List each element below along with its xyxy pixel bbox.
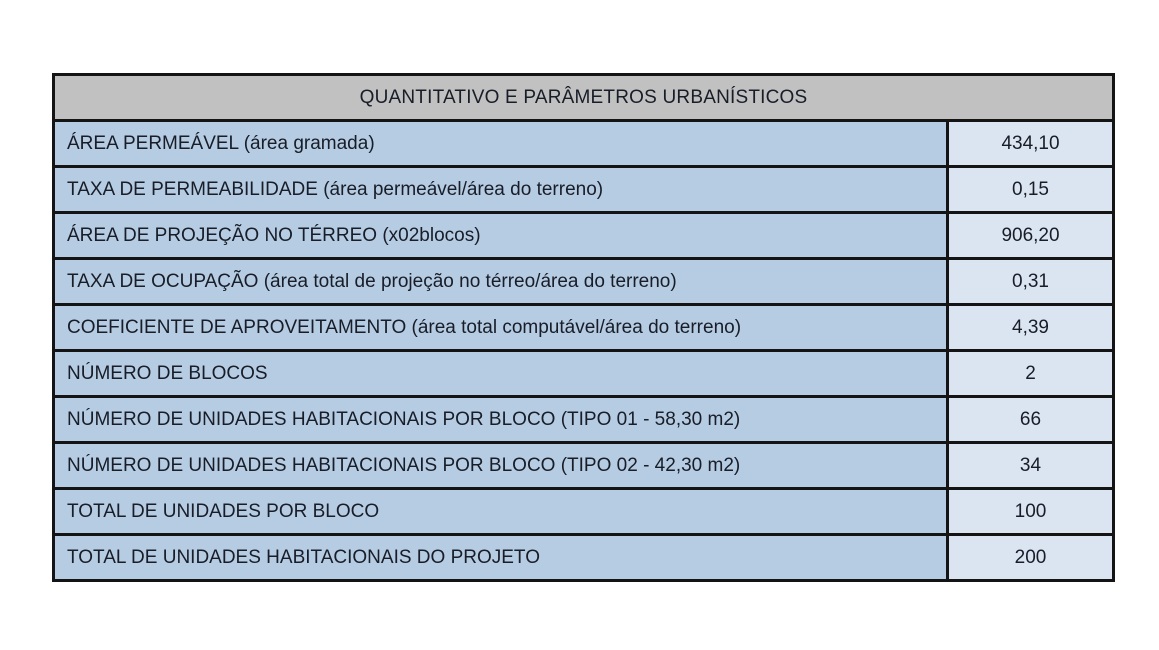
table-row: TOTAL DE UNIDADES POR BLOCO 100 [52, 487, 1115, 536]
row-value-total-unidades-projeto: 200 [946, 533, 1115, 582]
urban-parameters-table: QUANTITATIVO E PARÂMETROS URBANÍSTICOS Á… [52, 73, 1115, 582]
row-label-total-unidades-bloco: TOTAL DE UNIDADES POR BLOCO [52, 487, 949, 536]
row-value-coeficiente-aproveitamento: 4,39 [946, 303, 1115, 352]
row-value-area-projecao: 906,20 [946, 211, 1115, 260]
row-label-area-permeavel: ÁREA PERMEÁVEL (área gramada) [52, 119, 949, 168]
row-value-total-unidades-bloco: 100 [946, 487, 1115, 536]
table-row: NÚMERO DE UNIDADES HABITACIONAIS POR BLO… [52, 395, 1115, 444]
table-header-row: QUANTITATIVO E PARÂMETROS URBANÍSTICOS [52, 73, 1115, 122]
table-row: ÁREA DE PROJEÇÃO NO TÉRREO (x02blocos) 9… [52, 211, 1115, 260]
table-title: QUANTITATIVO E PARÂMETROS URBANÍSTICOS [52, 73, 1115, 122]
row-value-numero-blocos: 2 [946, 349, 1115, 398]
row-label-total-unidades-projeto: TOTAL DE UNIDADES HABITACIONAIS DO PROJE… [52, 533, 949, 582]
row-value-taxa-ocupacao: 0,31 [946, 257, 1115, 306]
row-label-taxa-permeabilidade: TAXA DE PERMEABILIDADE (área permeável/á… [52, 165, 949, 214]
row-label-coeficiente-aproveitamento: COEFICIENTE DE APROVEITAMENTO (área tota… [52, 303, 949, 352]
row-value-unidades-tipo-01: 66 [946, 395, 1115, 444]
row-label-area-projecao: ÁREA DE PROJEÇÃO NO TÉRREO (x02blocos) [52, 211, 949, 260]
row-label-numero-blocos: NÚMERO DE BLOCOS [52, 349, 949, 398]
row-value-unidades-tipo-02: 34 [946, 441, 1115, 490]
table-row: NÚMERO DE BLOCOS 2 [52, 349, 1115, 398]
row-value-taxa-permeabilidade: 0,15 [946, 165, 1115, 214]
row-label-unidades-tipo-01: NÚMERO DE UNIDADES HABITACIONAIS POR BLO… [52, 395, 949, 444]
table-row: TAXA DE OCUPAÇÃO (área total de projeção… [52, 257, 1115, 306]
row-label-unidades-tipo-02: NÚMERO DE UNIDADES HABITACIONAIS POR BLO… [52, 441, 949, 490]
table-row: COEFICIENTE DE APROVEITAMENTO (área tota… [52, 303, 1115, 352]
table-row: TAXA DE PERMEABILIDADE (área permeável/á… [52, 165, 1115, 214]
table-row: NÚMERO DE UNIDADES HABITACIONAIS POR BLO… [52, 441, 1115, 490]
row-value-area-permeavel: 434,10 [946, 119, 1115, 168]
table-row: ÁREA PERMEÁVEL (área gramada) 434,10 [52, 119, 1115, 168]
row-label-taxa-ocupacao: TAXA DE OCUPAÇÃO (área total de projeção… [52, 257, 949, 306]
table-row: TOTAL DE UNIDADES HABITACIONAIS DO PROJE… [52, 533, 1115, 582]
